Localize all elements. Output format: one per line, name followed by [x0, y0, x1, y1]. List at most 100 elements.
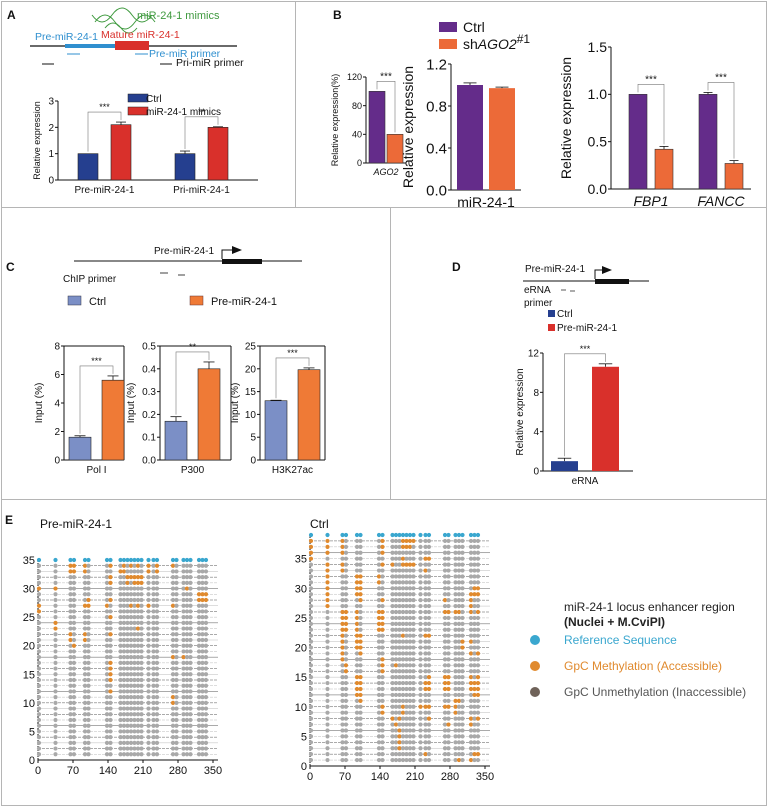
unmethylated-dot: [423, 603, 428, 609]
unmethylated-dot: [86, 592, 91, 597]
unmethylated-dot: [86, 632, 91, 637]
primer-label: eRNA: [524, 285, 551, 296]
unmethylated-dot: [404, 645, 409, 650]
unmethylated-dot: [135, 700, 141, 705]
unmethylated-dot: [82, 712, 88, 717]
unmethylated-dot: [354, 550, 360, 555]
unmethylated-dot: [418, 609, 423, 615]
unmethylated-dot: [118, 695, 123, 700]
unmethylated-dot: [139, 672, 144, 677]
unmethylated-dot: [200, 637, 205, 643]
unmethylated-dot: [125, 592, 130, 597]
unmethylated-dot: [400, 698, 406, 703]
unmethylated-dot: [453, 568, 458, 573]
unmethylated-dot: [188, 643, 193, 648]
unmethylated-dot: [118, 660, 123, 665]
unmethylated-dot: [343, 728, 349, 733]
unmethylated-dot: [184, 695, 190, 700]
unmethylated-dot: [71, 740, 77, 745]
unmethylated-dot: [196, 695, 202, 700]
unmethylated-dot: [411, 627, 416, 632]
unmethylated-dot: [170, 569, 176, 574]
unmethylated-dot: [125, 752, 130, 757]
unmethylated-dot: [146, 740, 151, 745]
methylated-dot: [456, 609, 462, 615]
unmethylated-dot: [53, 706, 58, 711]
methylated-dot: [108, 660, 113, 665]
unmethylated-dot: [423, 621, 428, 626]
unmethylated-dot: [397, 621, 402, 626]
reference-dot: [308, 532, 314, 538]
y-tick-label: 35: [295, 554, 307, 566]
unmethylated-dot: [121, 620, 127, 625]
methylated-dot: [446, 722, 451, 727]
unmethylated-dot: [426, 627, 432, 632]
unmethylated-dot: [184, 723, 190, 728]
unmethylated-dot: [308, 580, 314, 585]
unmethylated-dot: [139, 706, 144, 711]
unmethylated-dot: [181, 580, 186, 585]
unmethylated-dot: [376, 568, 382, 573]
unmethylated-dot: [390, 592, 395, 597]
unmethylated-dot: [125, 746, 130, 751]
unmethylated-dot: [188, 660, 193, 665]
unmethylated-dot: [325, 669, 330, 674]
y-tick-label: 0.3: [142, 387, 156, 398]
unmethylated-dot: [325, 710, 330, 715]
bar-ctrl: [551, 461, 578, 471]
unmethylated-dot: [174, 609, 179, 614]
methylated-dot: [407, 538, 413, 544]
unmethylated-dot: [118, 643, 123, 648]
unmethylated-dot: [154, 746, 160, 751]
significance-bracket: [275, 357, 310, 399]
methylated-dot: [453, 710, 458, 715]
unmethylated-dot: [411, 621, 416, 626]
unmethylated-dot: [151, 626, 156, 631]
methylated-dot: [442, 609, 448, 615]
y-axis-label: Relative expression: [32, 101, 42, 180]
unmethylated-dot: [188, 689, 193, 694]
panel-a-schematic: [30, 7, 237, 65]
unmethylated-dot: [393, 568, 399, 573]
unmethylated-dot: [453, 598, 458, 603]
unmethylated-dot: [442, 752, 448, 757]
mature-mir-label: Mature miR-24-1: [101, 29, 180, 41]
unmethylated-dot: [68, 712, 73, 717]
unmethylated-dot: [135, 660, 141, 665]
methylated-dot: [380, 657, 385, 662]
unmethylated-dot: [426, 645, 432, 650]
legend-swatch: [127, 106, 149, 116]
unmethylated-dot: [456, 740, 462, 745]
unmethylated-dot: [36, 695, 42, 700]
unmethylated-dot: [135, 729, 141, 734]
methylated-dot: [468, 603, 474, 609]
unmethylated-dot: [146, 620, 151, 625]
unmethylated-dot: [68, 575, 73, 580]
unmethylated-dot: [343, 752, 349, 757]
unmethylated-dot: [354, 663, 360, 668]
unmethylated-dot: [53, 689, 58, 694]
unmethylated-dot: [475, 645, 481, 650]
unmethylated-dot: [128, 609, 134, 614]
unmethylated-dot: [407, 603, 413, 609]
unmethylated-dot: [397, 645, 402, 650]
unmethylated-dot: [393, 639, 399, 644]
unmethylated-dot: [135, 672, 141, 677]
x-tick-label: 0: [307, 771, 313, 783]
unmethylated-dot: [423, 657, 428, 662]
unmethylated-dot: [154, 632, 160, 637]
unmethylated-dot: [53, 569, 58, 574]
unmethylated-dot: [446, 580, 451, 585]
unmethylated-dot: [340, 663, 345, 668]
methylated-dot: [468, 592, 474, 597]
unmethylated-dot: [104, 580, 110, 585]
unmethylated-dot: [128, 632, 134, 637]
unmethylated-dot: [393, 716, 399, 721]
unmethylated-dot: [407, 716, 413, 721]
unmethylated-dot: [146, 677, 151, 683]
unmethylated-dot: [423, 716, 428, 721]
unmethylated-dot: [188, 717, 193, 723]
methylated-dot: [456, 698, 462, 703]
panel-e-frame: [1, 499, 767, 806]
